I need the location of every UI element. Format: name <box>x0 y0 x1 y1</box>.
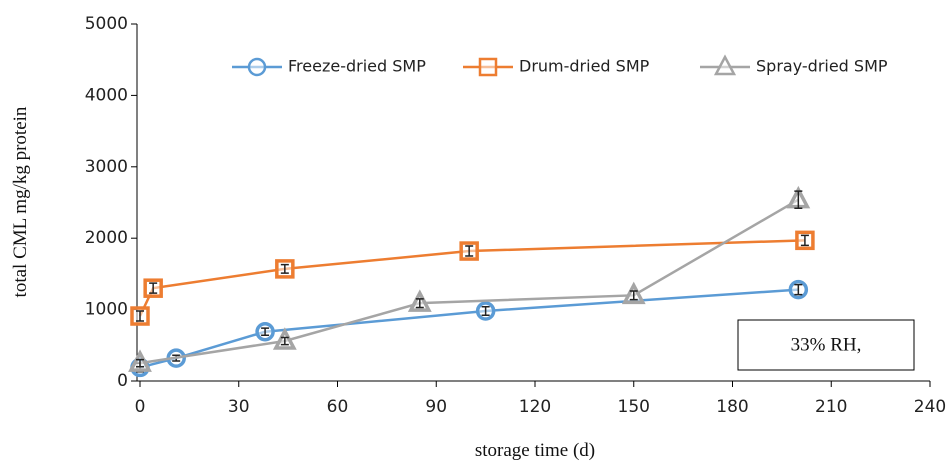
error-bar <box>136 358 144 368</box>
x-tick-label: 90 <box>425 397 447 417</box>
legend-marker <box>478 57 498 77</box>
error-bar <box>794 190 803 209</box>
annotation-box <box>737 319 915 371</box>
legend-label: Drum-dried SMP <box>519 57 650 76</box>
y-tick-label: 1000 <box>85 300 128 320</box>
error-bar <box>465 245 474 257</box>
x-tick-label: 240 <box>914 397 946 417</box>
legend-marker <box>713 54 737 76</box>
error-bar <box>415 298 424 309</box>
x-tick-label: 30 <box>228 397 250 417</box>
x-tick-label: 60 <box>327 397 349 417</box>
error-bar <box>280 336 289 346</box>
error-bar <box>794 283 803 296</box>
y-tick-label: 5000 <box>85 14 128 34</box>
error-bar <box>136 310 144 322</box>
error-bar <box>800 234 809 247</box>
error-bar <box>149 282 158 294</box>
error-bar <box>280 263 289 274</box>
legend-label: Freeze-dried SMP <box>288 57 426 76</box>
error-bar <box>629 290 638 301</box>
y-tick-label: 0 <box>117 371 128 391</box>
y-tick-label: 4000 <box>85 85 128 105</box>
x-tick-label: 120 <box>519 397 551 417</box>
error-bar <box>261 327 270 337</box>
x-tick-label: 0 <box>135 397 146 417</box>
annotation: 33% RH, <box>791 334 862 355</box>
legend-marker <box>247 57 267 77</box>
y-tick-label: 2000 <box>85 228 128 248</box>
x-tick-label: 210 <box>815 397 847 417</box>
x-tick-label: 180 <box>716 397 748 417</box>
y-axis-label: total CML mg/kg protein <box>10 106 31 297</box>
x-tick-label: 150 <box>618 397 650 417</box>
x-axis-label: storage time (d) <box>475 440 595 461</box>
legend-label: Spray-dried SMP <box>756 57 888 76</box>
y-tick-label: 3000 <box>85 157 128 177</box>
error-bar <box>481 305 490 317</box>
